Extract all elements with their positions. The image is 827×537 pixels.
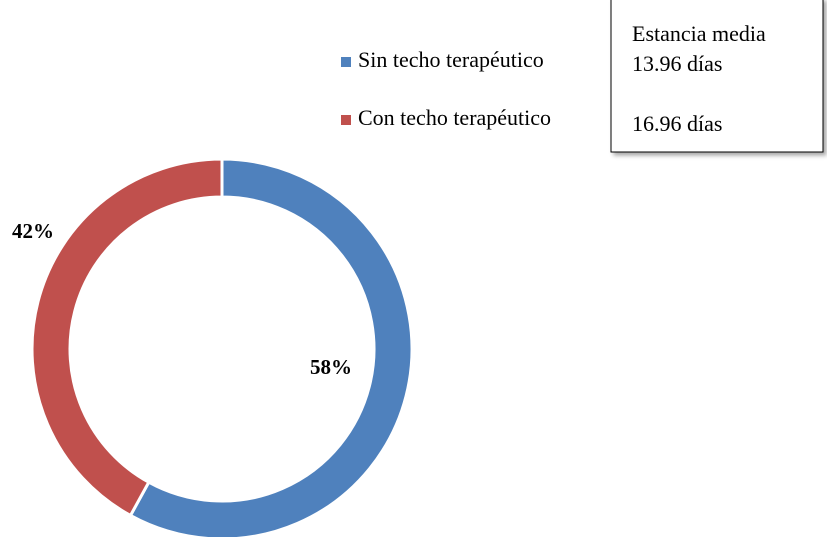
legend-marker bbox=[341, 115, 351, 125]
annotation-text: 16.96 días bbox=[632, 111, 722, 136]
legend-label: Con techo terapéutico bbox=[358, 105, 551, 130]
annotation-text: 13.96 días bbox=[632, 51, 722, 76]
annotation-text: Estancia media bbox=[632, 21, 766, 46]
donut-segment bbox=[128, 157, 414, 537]
legend-label: Sin techo terapéutico bbox=[358, 47, 544, 72]
legend-marker bbox=[341, 57, 351, 67]
donut-segment bbox=[30, 157, 224, 518]
data-label: 58% bbox=[310, 355, 352, 379]
data-label: 42% bbox=[12, 219, 54, 243]
annotation-box bbox=[610, 0, 824, 153]
